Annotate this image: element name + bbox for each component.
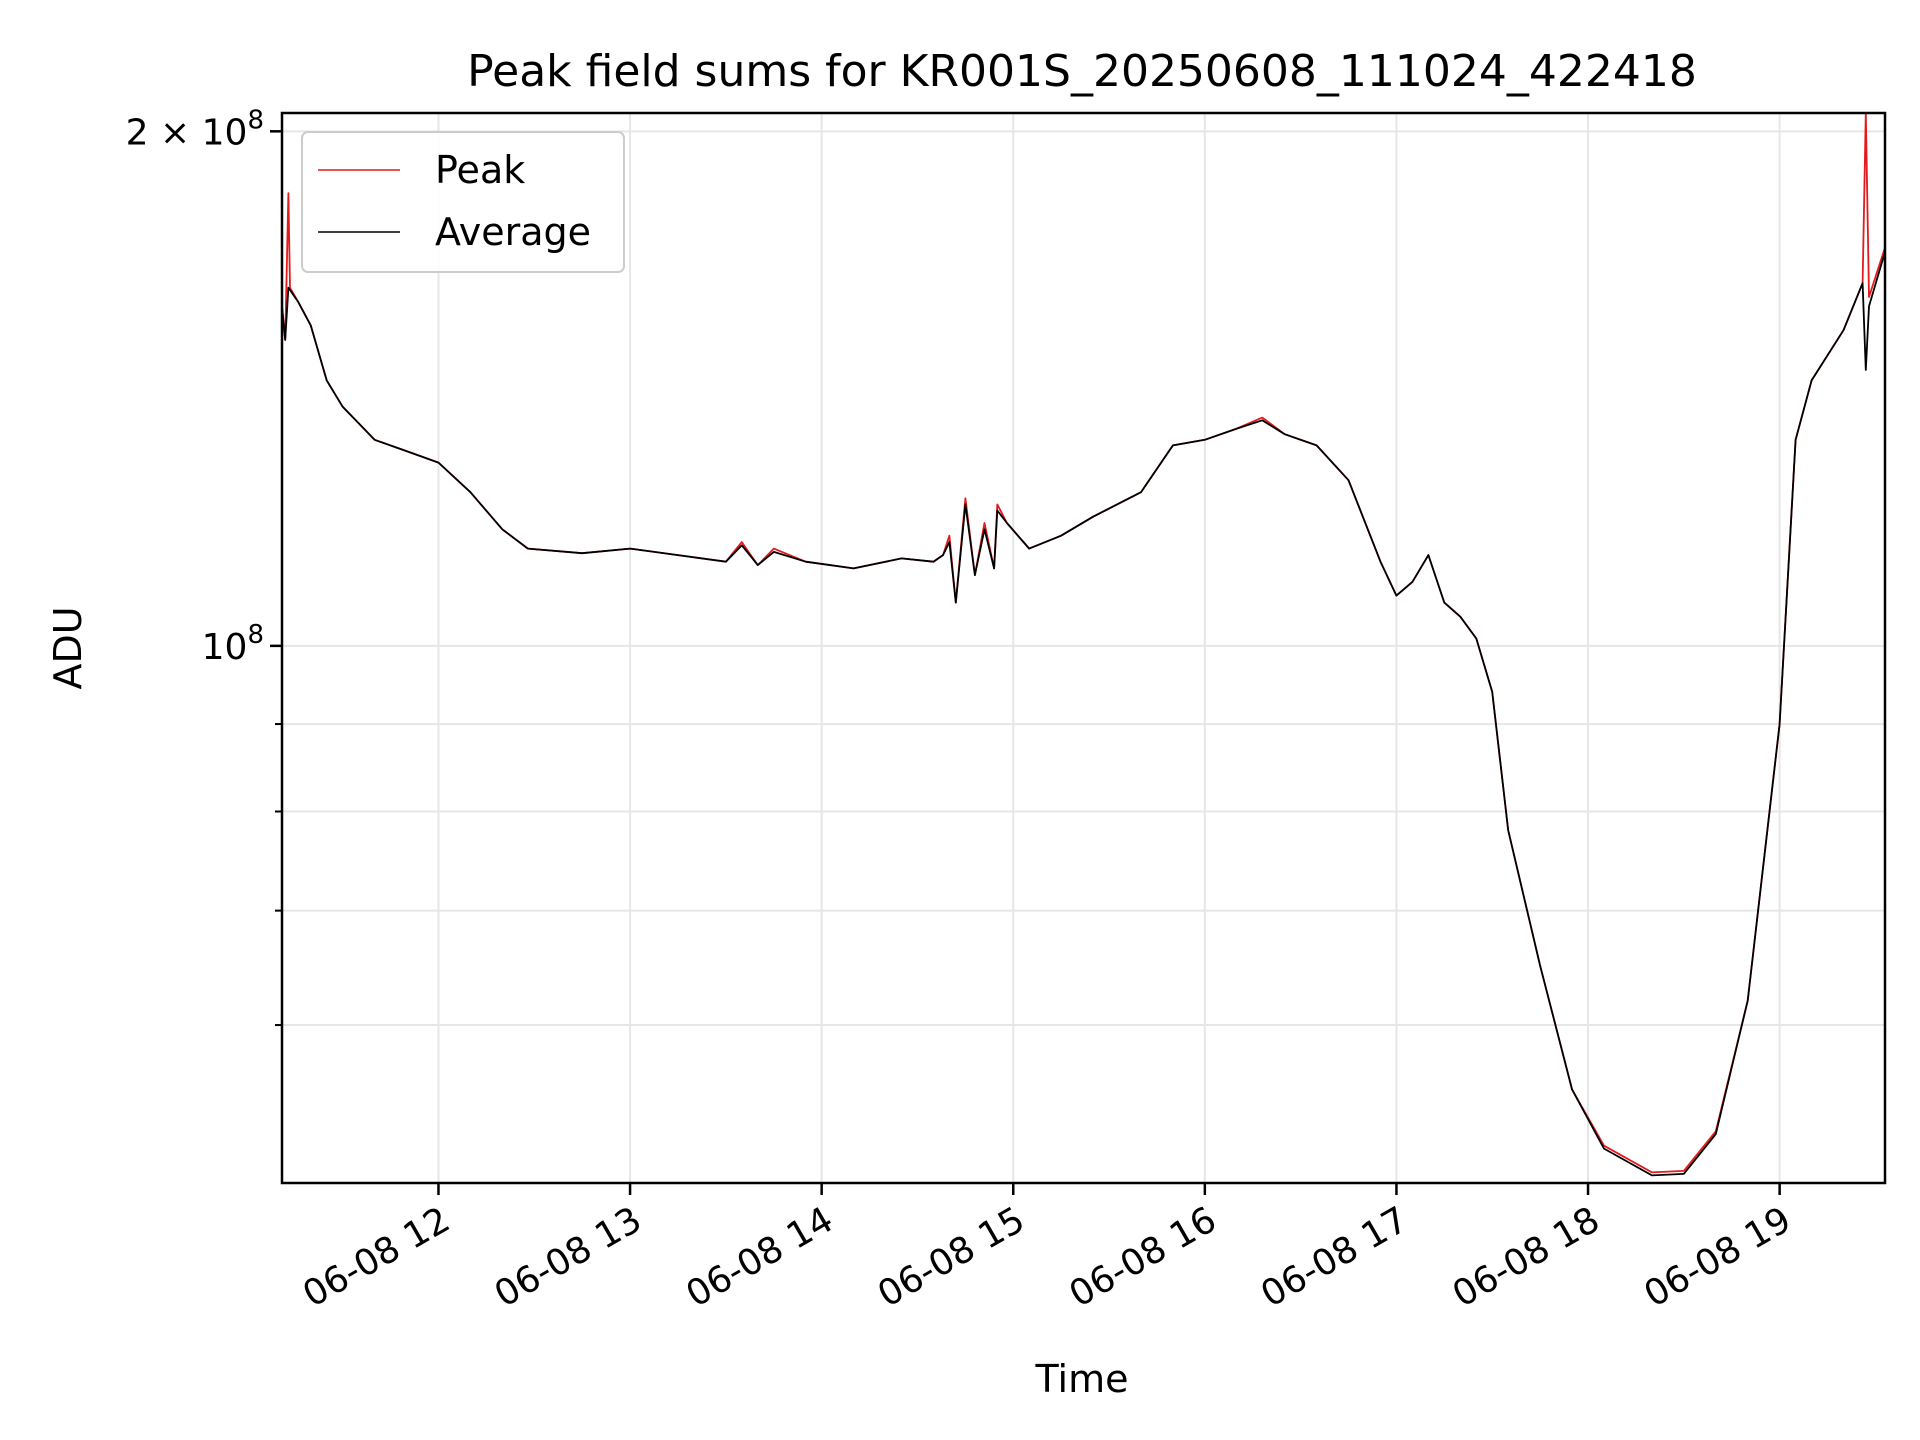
y-tick-label: 108 bbox=[202, 620, 264, 668]
legend-label-average: Average bbox=[435, 210, 591, 254]
chart-title: Peak field sums for KR001S_20250608_1110… bbox=[467, 46, 1697, 97]
legend: Peak Average bbox=[301, 131, 625, 273]
grid-lines bbox=[282, 113, 1885, 1183]
legend-box bbox=[301, 131, 625, 273]
y-axis-label: ADU bbox=[46, 606, 90, 689]
legend-label-peak: Peak bbox=[435, 148, 525, 192]
plot-frame bbox=[280, 111, 1887, 1185]
x-axis-label: Time bbox=[1035, 1357, 1129, 1401]
series-lines bbox=[282, 113, 1885, 1177]
y-tick-label: 2 × 108 bbox=[126, 105, 264, 153]
series-line-average bbox=[282, 251, 1885, 1177]
